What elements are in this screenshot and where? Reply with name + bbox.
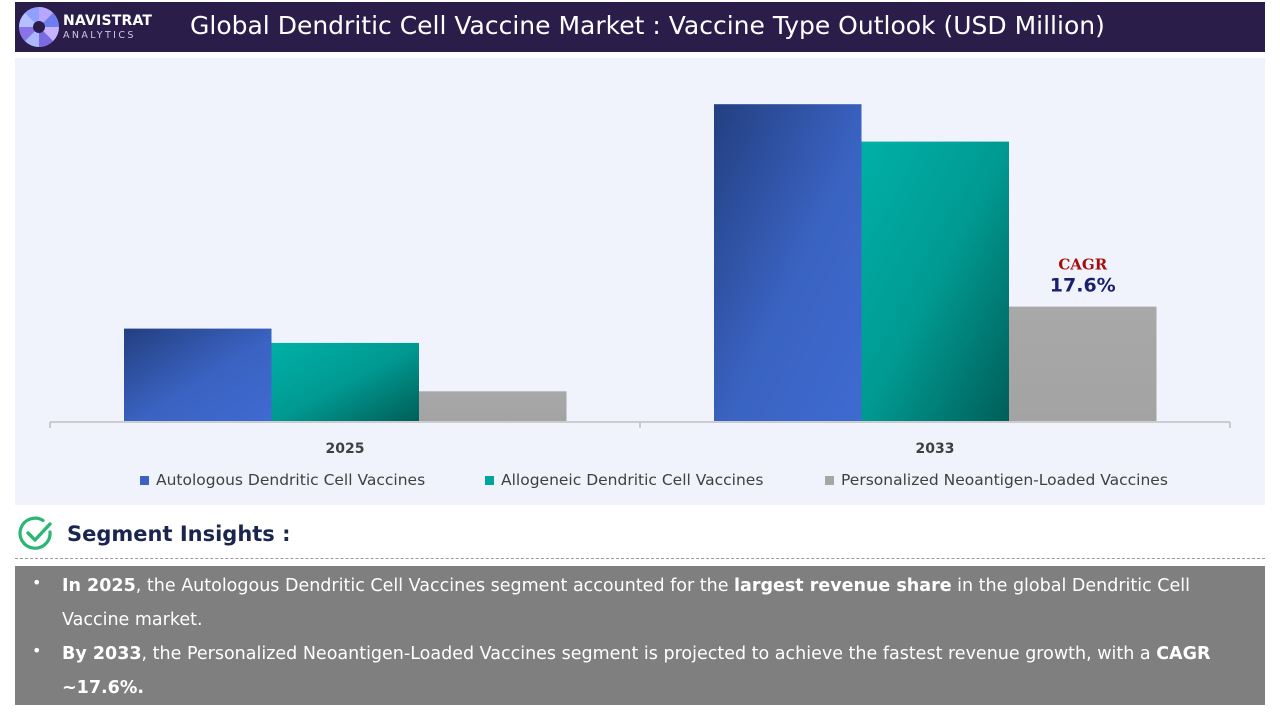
insight-bold-2b: CAGR ~17.6%.: [62, 644, 1211, 698]
legend-swatch: [825, 475, 834, 485]
bar-personalized-neoantigen-loaded-vaccines-2033: [1009, 306, 1157, 421]
insight-text-1a: , the Autologous Dendritic Cell Vaccines…: [135, 576, 735, 596]
brand-name: NAVISTRAT: [63, 13, 153, 29]
cagr-value: 17.6%: [1050, 275, 1116, 297]
bar-personalized-neoantigen-loaded-vaccines-2025: [419, 391, 567, 421]
check-circle-icon: [18, 516, 52, 550]
insights-box: • In 2025, the Autologous Dendritic Cell…: [15, 566, 1265, 705]
insights-title: Segment Insights :: [67, 522, 291, 546]
x-tick-label-2033: 2033: [916, 441, 955, 457]
legend-swatch: [485, 475, 494, 485]
bar-autologous-dendritic-cell-vaccines-2025: [124, 328, 272, 421]
insight-bold-1b: largest revenue share: [734, 576, 952, 596]
x-tick-label-2025: 2025: [326, 441, 365, 457]
legend-label: Allogeneic Dendritic Cell Vaccines: [501, 471, 764, 489]
legend-item-autologous-dendritic-cell-vaccines: Autologous Dendritic Cell Vaccines: [140, 471, 425, 489]
legend-swatch: [140, 475, 149, 485]
cagr-label: CAGR: [1058, 256, 1107, 274]
bar-autologous-dendritic-cell-vaccines-2033: [714, 104, 862, 421]
header-bar: NAVISTRAT ANALYTICS Global Dendritic Cel…: [15, 2, 1265, 52]
legend-label: Personalized Neoantigen-Loaded Vaccines: [841, 471, 1168, 489]
logo: NAVISTRAT ANALYTICS: [17, 4, 167, 50]
legend-label: Autologous Dendritic Cell Vaccines: [156, 471, 426, 489]
insight-bold-1a: In 2025: [62, 576, 136, 596]
insights-header: Segment Insights :: [15, 514, 1265, 554]
legend-item-allogeneic-dendritic-cell-vaccines: Allogeneic Dendritic Cell Vaccines: [485, 471, 763, 489]
bullet-dot: •: [32, 641, 42, 660]
bar-allogeneic-dendritic-cell-vaccines-2025: [271, 342, 419, 421]
insight-text-1: In 2025, the Autologous Dendritic Cell V…: [62, 569, 1242, 637]
chart-panel: 2025 2033 CAGR 17.6% Autologous Dendritic C…: [15, 58, 1265, 505]
section-divider: [15, 558, 1265, 559]
insight-text-2: By 2033, the Personalized Neoantigen-Loa…: [62, 637, 1242, 705]
bullet-dot: •: [32, 573, 42, 592]
bar-allogeneic-dendritic-cell-vaccines-2033: [861, 141, 1009, 421]
legend-item-personalized-neoantigen-loaded-vaccines: Personalized Neoantigen-Loaded Vaccines: [825, 471, 1168, 489]
page-title: Global Dendritic Cell Vaccine Market : V…: [190, 11, 1105, 40]
chart-legend: Autologous Dendritic Cell Vaccines Alloge…: [15, 468, 1265, 492]
insight-bold-2a: By 2033: [62, 644, 142, 664]
insight-text-2a: , the Personalized Neoantigen-Loaded Vac…: [141, 644, 1157, 664]
logo-icon: [19, 7, 59, 47]
brand-subtitle: ANALYTICS: [63, 30, 136, 41]
insight-text-1b: in the global Dendritic Cell Vaccine mar…: [62, 576, 1190, 630]
